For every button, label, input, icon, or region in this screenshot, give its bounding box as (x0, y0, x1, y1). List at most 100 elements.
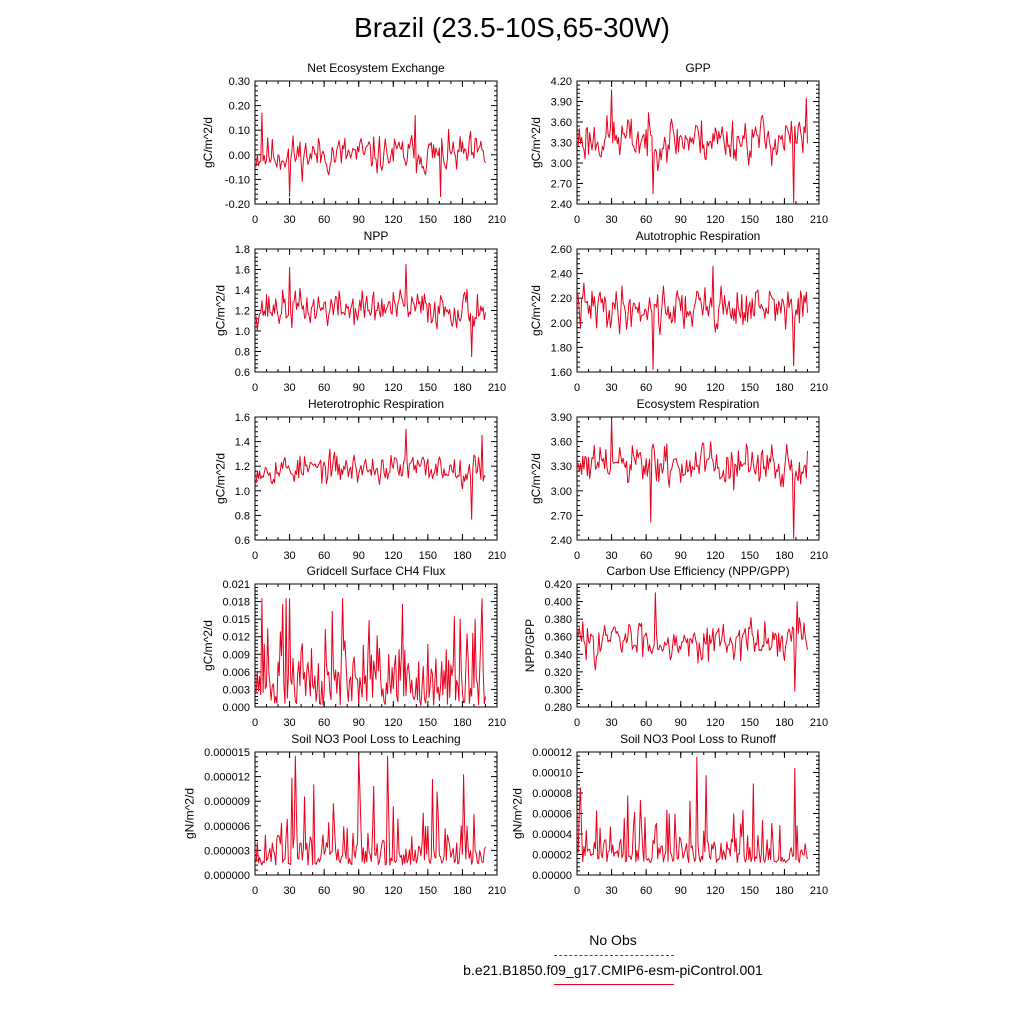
chart-title: NPP (364, 229, 389, 243)
y-tick-label: 0.300 (544, 684, 572, 696)
y-tick-label: 1.0 (235, 326, 250, 338)
x-tick-label: 180 (453, 885, 471, 897)
x-tick-label: 150 (419, 382, 437, 394)
y-axis-label: gC/m^2/d (201, 117, 215, 168)
y-tick-label: 0.018 (222, 597, 250, 609)
x-tick-label: 150 (419, 214, 437, 226)
x-tick-label: 60 (318, 382, 330, 394)
x-tick-label: 150 (741, 550, 759, 562)
legend-line-run (554, 984, 674, 985)
series-line (255, 755, 486, 866)
y-tick-label: 0.003 (222, 684, 250, 696)
x-tick-label: 210 (488, 550, 506, 562)
y-tick-label: 2.60 (551, 244, 572, 256)
y-axis-label: gC/m^2/d (529, 453, 543, 504)
chart-panel: NPP 0 30 60 90 120 150 180 210 0.6 0.8 1.0 1.2 1.4 1.6… (213, 229, 506, 394)
y-axis-label: gC/m^2/d (529, 285, 543, 336)
x-tick-label: 150 (419, 717, 437, 729)
x-tick-label: 120 (706, 717, 724, 729)
y-tick-label: 0.00000 (532, 870, 572, 882)
x-tick-label: 90 (353, 382, 365, 394)
y-tick-label: 1.6 (235, 412, 250, 424)
chart-title: Gridcell Surface CH4 Flux (307, 564, 446, 578)
y-tick-label: 0.360 (544, 632, 572, 644)
y-tick-label: 0.00010 (532, 768, 572, 780)
y-tick-label: 0.021 (222, 579, 250, 591)
y-tick-label: 0.000000 (204, 870, 250, 882)
x-tick-label: 180 (775, 214, 793, 226)
x-tick-label: 180 (453, 717, 471, 729)
chart-title: Heterotrophic Respiration (308, 397, 444, 411)
chart-panel: Autotrophic Respiration 0 30 60 90 120 150 180 2… (529, 229, 828, 394)
y-tick-label: 0.8 (235, 347, 250, 359)
chart-title: Ecosystem Respiration (637, 397, 760, 411)
x-tick-label: 30 (283, 717, 295, 729)
y-tick-label: 0.380 (544, 614, 572, 626)
x-tick-label: 30 (605, 885, 617, 897)
y-tick-label: 2.40 (551, 199, 572, 211)
y-tick-label: 1.6 (235, 265, 250, 277)
y-tick-label: 2.70 (551, 510, 572, 522)
y-tick-label: 1.4 (235, 285, 250, 297)
chart-panel: Heterotrophic Respiration 0 30 60 90 120 150 18… (213, 397, 506, 562)
y-tick-label: 0.6 (235, 535, 250, 547)
y-tick-label: 0.10 (229, 125, 250, 137)
y-tick-label: 3.60 (551, 437, 572, 449)
series-line (577, 418, 808, 539)
y-tick-label: 2.20 (551, 293, 572, 305)
y-tick-label: 3.30 (551, 138, 572, 150)
y-tick-label: 0.00008 (532, 788, 572, 800)
legend-label-run: b.e21.B1850.f09_g17.CMIP6-esm-piControl.… (463, 962, 763, 978)
x-tick-label: 0 (252, 717, 258, 729)
y-tick-label: 0.015 (222, 614, 250, 626)
y-tick-label: 0.280 (544, 702, 572, 714)
x-tick-label: 120 (706, 214, 724, 226)
chart-panel: Ecosystem Respiration 0 30 60 90 120 150 180 210… (529, 397, 828, 562)
y-tick-label: 0.000009 (204, 796, 250, 808)
y-tick-label: 3.90 (551, 412, 572, 424)
y-tick-label: 0.400 (544, 597, 572, 609)
y-tick-label: 1.60 (551, 367, 572, 379)
y-tick-label: 3.30 (551, 461, 572, 473)
x-tick-label: 150 (419, 550, 437, 562)
chart-title: Carbon Use Efficiency (NPP/GPP) (606, 564, 789, 578)
y-tick-label: 1.4 (235, 437, 250, 449)
y-tick-label: 2.00 (551, 318, 572, 330)
chart-title: Soil NO3 Pool Loss to Runoff (620, 732, 777, 746)
x-tick-label: 150 (741, 717, 759, 729)
x-tick-label: 210 (810, 382, 828, 394)
x-tick-label: 180 (775, 550, 793, 562)
x-tick-label: 60 (318, 214, 330, 226)
x-tick-label: 120 (384, 550, 402, 562)
x-tick-label: 150 (419, 885, 437, 897)
plot-frame (254, 80, 498, 205)
chart-panel: Soil NO3 Pool Loss to Leaching 0 30 60 90 120… (182, 732, 506, 897)
y-axis-label: gC/m^2/d (213, 285, 227, 336)
x-tick-label: 30 (283, 382, 295, 394)
x-tick-label: 60 (640, 717, 652, 729)
x-tick-label: 0 (574, 382, 580, 394)
plot-frame (254, 751, 498, 876)
x-tick-label: 180 (453, 550, 471, 562)
plot-frame (576, 583, 820, 708)
x-tick-label: 210 (810, 885, 828, 897)
x-tick-label: 180 (453, 214, 471, 226)
y-tick-label: 0.20 (229, 101, 250, 113)
x-tick-label: 0 (574, 717, 580, 729)
chart-title: Autotrophic Respiration (636, 229, 761, 243)
x-tick-label: 180 (775, 717, 793, 729)
y-axis-label: NPP/GPP (523, 619, 537, 672)
plot-frame (576, 416, 820, 541)
chart-title: Net Ecosystem Exchange (307, 61, 445, 75)
y-tick-label: -0.20 (225, 199, 250, 211)
y-tick-label: 1.2 (235, 461, 250, 473)
x-tick-label: 0 (252, 214, 258, 226)
x-tick-label: 90 (675, 382, 687, 394)
x-tick-label: 210 (810, 717, 828, 729)
x-tick-label: 30 (283, 885, 295, 897)
x-tick-label: 120 (706, 382, 724, 394)
y-tick-label: 0.8 (235, 510, 250, 522)
y-tick-label: 3.00 (551, 486, 572, 498)
x-tick-label: 60 (640, 214, 652, 226)
